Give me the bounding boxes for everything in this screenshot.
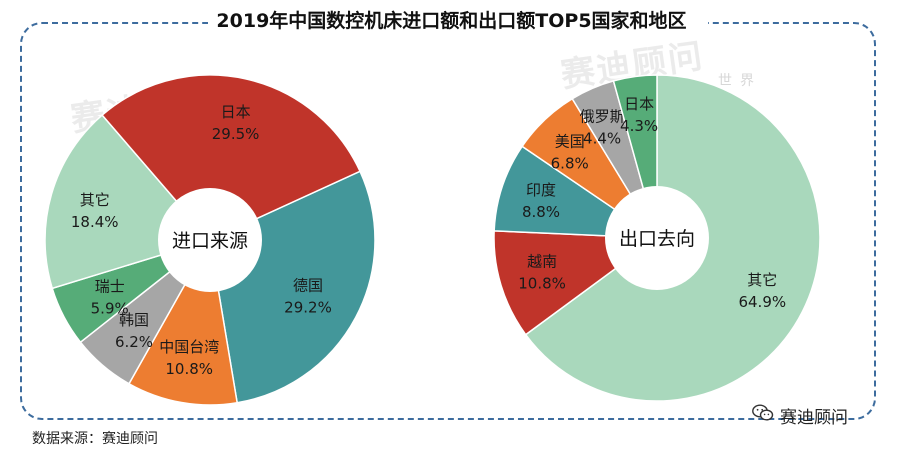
- wechat-icon: [752, 404, 774, 427]
- import-donut: 德国 29.2% 中国台湾 10.8% 韩国 6.2% 瑞士 5.9% 其它 18.4% 日本 29.…: [44, 74, 376, 406]
- slice-value-import-4: 18.4%: [71, 213, 119, 231]
- donut-slice-import-5: [101, 74, 362, 241]
- slice-label-export-2: 印度: [526, 181, 556, 199]
- slice-label-import-2: 韩国: [119, 311, 149, 329]
- slice-value-export-3: 6.8%: [551, 155, 589, 173]
- slice-label-export-3: 美国: [555, 133, 585, 151]
- slice-label-import-0: 德国: [293, 276, 323, 294]
- slice-value-export-5: 4.3%: [620, 117, 658, 135]
- donut-center-label: 进口来源: [172, 230, 248, 252]
- slice-label-import-4: 其它: [80, 191, 110, 209]
- donut-center-label: 出口去向: [619, 228, 695, 250]
- slice-value-import-3: 5.9%: [91, 300, 129, 318]
- donut-hole: [605, 186, 709, 290]
- export-donut: 其它 64.9% 越南 10.8% 印度 8.8% 美国 6.8% 俄罗斯 4.4%日本 4.3% 出…: [493, 74, 821, 402]
- slice-label-import-1: 中国台湾: [159, 338, 219, 356]
- slice-value-export-2: 8.8%: [522, 203, 560, 221]
- brand-name: 赛迪顾问: [780, 408, 848, 428]
- brand: 赛迪顾问: [752, 403, 848, 428]
- slice-value-export-4: 4.4%: [583, 130, 621, 148]
- donut-hole: [158, 188, 262, 292]
- title-background: [208, 2, 708, 36]
- slice-label-export-0: 其它: [747, 271, 777, 289]
- slice-value-export-1: 10.8%: [518, 274, 566, 292]
- data-source: 数据来源：赛迪顾问: [32, 431, 158, 447]
- slice-label-export-1: 越南: [527, 252, 557, 270]
- slice-value-import-2: 6.2%: [115, 333, 153, 351]
- watermark-sub: 世界: [718, 73, 762, 89]
- slice-label-import-3: 瑞士: [95, 278, 125, 296]
- slice-label-export-5: 日本: [624, 95, 654, 113]
- slice-value-import-0: 29.2%: [284, 298, 332, 316]
- slice-value-import-5: 29.5%: [212, 125, 260, 143]
- slice-label-import-5: 日本: [221, 103, 251, 121]
- slice-value-import-1: 10.8%: [165, 360, 213, 378]
- slice-value-export-0: 64.9%: [738, 293, 786, 311]
- chart-title: 2019年中国数控机床进口额和出口额TOP5国家和地区: [216, 10, 687, 32]
- slice-label-export-4: 俄罗斯: [580, 108, 625, 126]
